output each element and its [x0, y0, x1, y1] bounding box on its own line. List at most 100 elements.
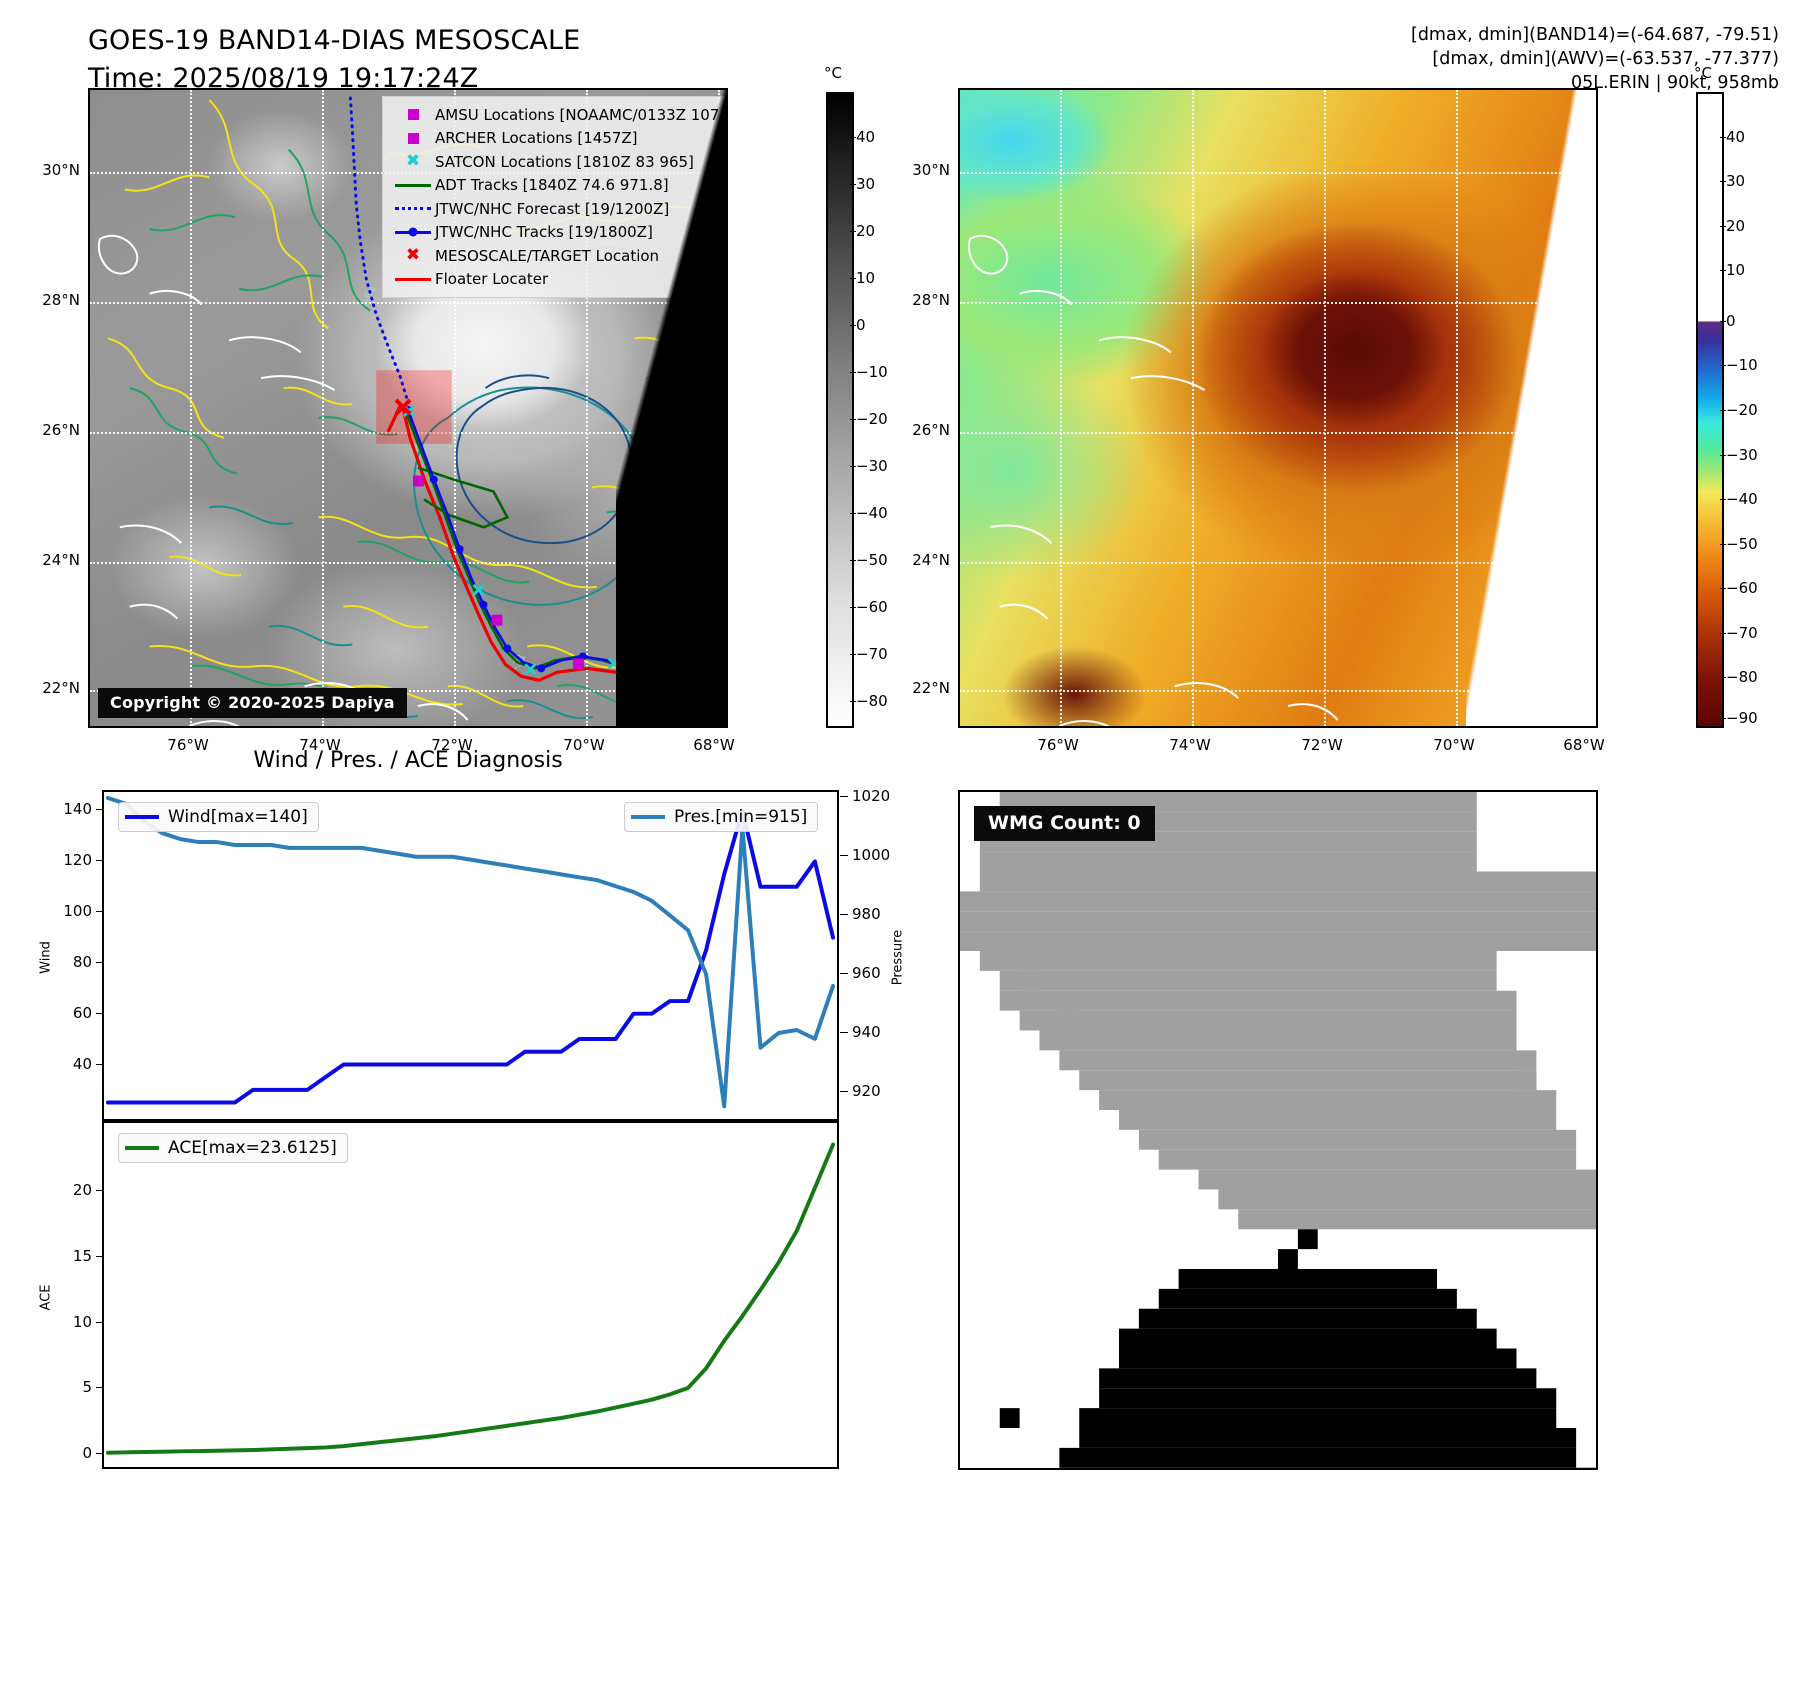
wmg-gray-cell-row-17	[1138, 1129, 1577, 1150]
ace-plot-area	[105, 1142, 835, 1455]
wmg-black-speck-0	[1278, 1249, 1298, 1269]
pressure-legend-label: Pres.[min=915]	[674, 807, 808, 827]
wind-tickmark-80	[96, 961, 104, 963]
series-pressure	[105, 795, 835, 1109]
ir-lon-label-76: 76°W	[167, 736, 209, 754]
awv-gridline-lat-22	[960, 690, 1596, 692]
wmg-gray-cell-row-7	[960, 931, 1596, 951]
awv-lon-label-76: 76°W	[1037, 736, 1079, 754]
pressure-tick-920: 920	[852, 1082, 881, 1101]
awv-cbar-tick-m80: −80	[1720, 668, 1758, 687]
awv-cbar-tick-40: 40	[1719, 127, 1746, 146]
pressure-legend-line-icon	[631, 815, 665, 819]
mesoscale-cross-icon: ✖	[405, 245, 421, 266]
wind-tickmark-100	[96, 910, 104, 912]
dmax-dmin-awv: [dmax, dmin](AWV)=(-63.537, -77.377)	[1432, 48, 1779, 69]
awv-satellite-map[interactable]	[958, 88, 1598, 728]
pressure-tickmark-1020	[840, 796, 848, 797]
legend-item-forecast: JTWC/NHC Forecast [19/1200Z]	[391, 197, 721, 221]
awv-cbar-tick-10: 10	[1719, 261, 1746, 280]
ir-gridline-lat-24	[90, 562, 726, 564]
wind-tickmark-120	[96, 859, 104, 861]
awv-colorbar-unit: °C	[1694, 64, 1712, 82]
storm-track-overlay	[348, 96, 679, 686]
pressure-tick-940: 940	[852, 1023, 881, 1042]
wind-series-legend: Wind[max=140]	[118, 802, 319, 832]
ir-lat-label-30: 30°N	[42, 161, 80, 179]
legend-label-archer: ARCHER Locations [1457Z]	[435, 129, 638, 148]
ir-cbar-tick-m50: −50	[850, 551, 888, 570]
ir-satellite-map[interactable]: -64 -31 -31	[88, 88, 728, 728]
ir-lon-label-70: 70°W	[563, 736, 605, 754]
ace-tick-0: 0	[82, 1444, 92, 1463]
legend-item-adt: ADT Tracks [1840Z 74.6 971.8]	[391, 174, 721, 198]
ir-cbar-tick-10: 10	[849, 268, 876, 287]
pressure-tick-1000: 1000	[852, 846, 891, 865]
awv-off-swath-wedge	[1466, 90, 1596, 726]
awv-cbar-tick-m40: −40	[1720, 490, 1758, 509]
ir-lat-label-28: 28°N	[42, 291, 80, 309]
awv-gridline-lon-72	[1324, 90, 1326, 726]
ir-cbar-tick-30: 30	[849, 174, 876, 193]
wmg-gray-cell-row-16	[1119, 1110, 1557, 1130]
legend-label-mesoscale: MESOSCALE/TARGET Location	[435, 246, 660, 265]
wmg-gray-cell-row-21	[1238, 1209, 1596, 1230]
ir-gridline-lat-22	[90, 690, 726, 692]
wmg-black-speck-2	[999, 1408, 1020, 1428]
awv-cbar-tick-m60: −60	[1720, 579, 1758, 598]
ace-series-legend: ACE[max=23.6125]	[118, 1133, 348, 1163]
ace-legend-label: ACE[max=23.6125]	[168, 1138, 337, 1158]
awv-gridline-lat-26	[960, 432, 1596, 434]
amsu-archer-markers	[412, 475, 584, 670]
ace-chart[interactable]	[102, 1121, 839, 1469]
wmg-gray-cell-row-4	[979, 871, 1596, 892]
ir-lon-label-68: 68°W	[693, 736, 735, 754]
awv-cbar-tick-m50: −50	[1720, 534, 1758, 553]
wind-pressure-chart[interactable]	[102, 790, 839, 1121]
legend-item-floater: Floater Locater	[391, 268, 721, 292]
legend-item-archer: ARCHER Locations [1457Z]	[391, 127, 721, 151]
ace-tickmark-20	[96, 1190, 104, 1192]
wmg-gray-cell-row-8	[979, 951, 1497, 971]
wmg-gray-cell-row-15	[1099, 1090, 1557, 1110]
dmax-dmin-band14: [dmax, dmin](BAND14)=(-64.687, -79.51)	[1411, 25, 1779, 45]
ir-cbar-tick-m10: −10	[850, 362, 888, 381]
awv-gridline-lat-28	[960, 302, 1596, 304]
wmg-black-cell-row-4	[1119, 1348, 1517, 1369]
wmg-gray-cell-row-3	[979, 851, 1596, 872]
series-ace	[105, 1142, 835, 1455]
legend-label-floater: Floater Locater	[435, 270, 549, 289]
awv-gridline-lon-76	[1060, 90, 1062, 726]
ace-tickmark-10	[96, 1321, 104, 1323]
pressure-tickmark-960	[840, 973, 848, 975]
ir-cbar-tick-m20: −20	[850, 409, 888, 428]
ace-tickmark-15	[96, 1255, 104, 1257]
wmg-mask-panel[interactable]: WMG Count: 0	[958, 790, 1598, 1470]
ace-tickmark-5	[96, 1387, 104, 1389]
diagnosis-title: Wind / Pres. / ACE Diagnosis	[253, 748, 563, 773]
ace-tick-15: 15	[72, 1246, 92, 1265]
ace-tick-10: 10	[72, 1312, 92, 1331]
ir-cbar-tick-40: 40	[849, 127, 876, 146]
legend-label-forecast: JTWC/NHC Forecast [19/1200Z]	[435, 199, 670, 218]
wind-pressure-plot-area	[105, 795, 835, 1109]
wmg-gray-speck-0	[1019, 970, 1040, 991]
copyright-badge: Copyright © 2020-2025 Dapiya	[98, 688, 407, 718]
wmg-gray-cell-row-18	[1158, 1149, 1577, 1170]
ir-cbar-tick-m70: −70	[850, 645, 888, 664]
awv-cbar-tick-0: 0	[1720, 311, 1736, 330]
awv-lat-label-22: 22°N	[912, 679, 950, 697]
awv-lon-label-70: 70°W	[1433, 736, 1475, 754]
awv-lat-label-26: 26°N	[912, 421, 950, 439]
pressure-tickmark-980	[840, 914, 848, 916]
ir-lon-label-72: 72°W	[431, 736, 473, 754]
ir-cbar-tick-m40: −40	[850, 504, 888, 523]
ir-lon-label-74: 74°W	[299, 736, 341, 754]
wind-tick-100: 100	[63, 901, 92, 920]
wmg-black-cell-row-2	[1138, 1308, 1477, 1329]
ir-lat-label-26: 26°N	[42, 421, 80, 439]
pressure-tickmark-1000	[840, 855, 848, 857]
wmg-gray-cell-row-19	[1198, 1169, 1596, 1190]
ir-gridline-lon-76	[190, 90, 192, 726]
wmg-gray-cell-row-12	[1039, 1030, 1517, 1051]
